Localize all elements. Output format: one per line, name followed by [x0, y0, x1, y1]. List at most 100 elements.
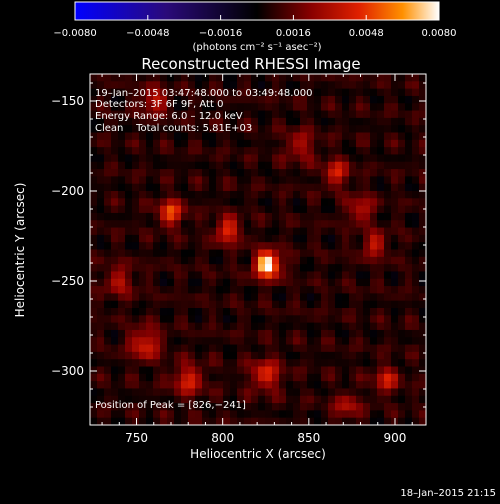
heatmap-cell	[160, 293, 168, 302]
heatmap-cell	[321, 95, 329, 104]
heatmap-cell	[160, 388, 168, 397]
heatmap-cell	[384, 373, 392, 382]
heatmap-cell	[335, 388, 343, 397]
heatmap-cell	[272, 220, 280, 228]
heatmap-cell	[244, 74, 252, 82]
heatmap-cell	[118, 205, 126, 214]
heatmap-cell	[391, 147, 399, 155]
heatmap-cell	[195, 110, 203, 119]
heatmap-cell	[272, 249, 280, 258]
heatmap-cell	[181, 366, 189, 375]
heatmap-cell	[251, 344, 259, 353]
heatmap-cell	[118, 286, 126, 294]
heatmap-cell	[412, 395, 420, 404]
heatmap-cell	[97, 220, 105, 228]
heatmap-cell	[139, 125, 147, 133]
heatmap-cell	[104, 191, 112, 199]
heatmap-cell	[279, 117, 287, 126]
heatmap-cell	[132, 286, 140, 294]
heatmap-cell	[195, 264, 203, 272]
heatmap-cell	[251, 220, 259, 228]
heatmap-cell	[223, 264, 231, 272]
heatmap-cell	[195, 388, 203, 397]
heatmap-cell	[174, 359, 182, 367]
heatmap-cell	[279, 220, 287, 228]
heatmap-cell	[202, 132, 210, 141]
heatmap-cell	[328, 300, 336, 309]
heatmap-cell	[314, 249, 322, 258]
heatmap-cell	[90, 329, 98, 338]
heatmap-cell	[335, 205, 343, 214]
heatmap-cell	[265, 110, 273, 119]
heatmap-cell	[132, 308, 140, 316]
heatmap-cell	[153, 300, 161, 309]
heatmap-cell	[181, 395, 189, 404]
heatmap-cell	[370, 344, 378, 353]
heatmap-cell	[244, 176, 252, 185]
heatmap-cell	[370, 278, 378, 287]
heatmap-cell	[223, 161, 231, 170]
heatmap-cell	[251, 293, 259, 302]
heatmap-cell	[419, 154, 427, 163]
heatmap-cell	[202, 322, 210, 331]
heatmap-cell	[153, 373, 161, 382]
heatmap-cell	[405, 403, 413, 411]
heatmap-cell	[125, 366, 133, 375]
heatmap-cell	[391, 271, 399, 280]
heatmap-cell	[244, 395, 252, 404]
heatmap-cell	[251, 88, 259, 97]
heatmap-cell	[188, 95, 196, 104]
heatmap-cell	[237, 198, 245, 207]
heatmap-cell	[216, 125, 224, 133]
heatmap-cell	[153, 161, 161, 170]
heatmap-cell	[174, 286, 182, 294]
heatmap-cell	[153, 381, 161, 389]
heatmap-cell	[328, 81, 336, 90]
heatmap-cell	[223, 191, 231, 199]
heatmap-cell	[195, 227, 203, 236]
heatmap-cell	[384, 227, 392, 236]
heatmap-cell	[181, 169, 189, 177]
heatmap-cell	[174, 154, 182, 163]
heatmap-cell	[160, 308, 168, 316]
heatmap-cell	[398, 234, 406, 243]
heatmap-cell	[216, 359, 224, 367]
heatmap-cell	[216, 154, 224, 163]
heatmap-cell	[279, 191, 287, 199]
heatmap-cell	[391, 205, 399, 214]
heatmap-cell	[174, 403, 182, 411]
heatmap-cell	[90, 300, 98, 309]
heatmap-cell	[300, 344, 308, 353]
heatmap-cell	[125, 191, 133, 199]
x-axis: 750 800 850 900	[101, 74, 413, 445]
heatmap-cell	[118, 227, 126, 236]
y-tick-label: −250	[51, 274, 84, 288]
heatmap-cell	[300, 381, 308, 389]
heatmap-cell	[104, 271, 112, 280]
heatmap-cell	[111, 264, 119, 272]
heatmap-cell	[202, 286, 210, 294]
heatmap-cell	[300, 125, 308, 133]
heatmap-cell	[146, 351, 154, 360]
heatmap-cell	[398, 249, 406, 258]
heatmap-cell	[279, 322, 287, 331]
heatmap-cell	[202, 249, 210, 258]
heatmap-cell	[412, 366, 420, 375]
heatmap-cell	[139, 366, 147, 375]
heatmap-cell	[97, 81, 105, 90]
heatmap-cell	[272, 154, 280, 163]
heatmap-cell	[328, 256, 336, 265]
heatmap-cell	[293, 125, 301, 133]
heatmap-cell	[258, 198, 266, 207]
heatmap-cell	[356, 183, 364, 192]
heatmap-cell	[391, 117, 399, 126]
heatmap-cell	[384, 417, 392, 426]
heatmap-cell	[209, 381, 217, 389]
heatmap-cell	[412, 110, 420, 119]
heatmap-cell	[188, 242, 196, 250]
heatmap-cell	[363, 198, 371, 207]
heatmap-cell	[237, 388, 245, 397]
x-tick-label: 750	[125, 431, 148, 445]
heatmap-cell	[174, 315, 182, 324]
heatmap-cell	[321, 103, 329, 111]
